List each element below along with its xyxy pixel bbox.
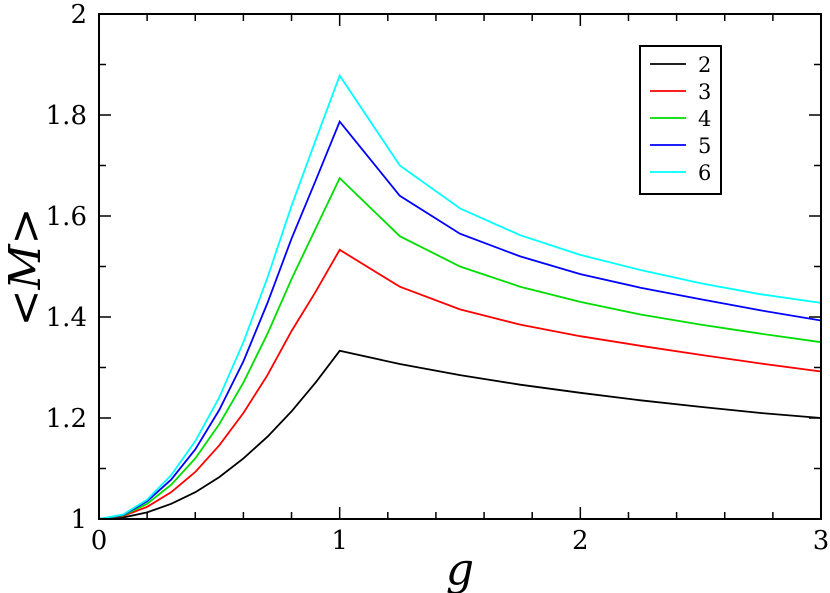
ticks — [98, 13, 822, 520]
x-tick-label: 2 — [572, 526, 589, 556]
y-tick-label: 1.6 — [46, 202, 87, 232]
series-line-3 — [98, 248, 822, 520]
legend-label-4: 4 — [698, 107, 711, 131]
y-tick-label: 2 — [70, 0, 87, 30]
y-tick-label: 1 — [70, 505, 87, 535]
y-tick-label: 1.4 — [46, 303, 87, 333]
series-line-2 — [98, 349, 822, 520]
tick-labels: 0 1 2 311.21.41.61.82 — [46, 0, 830, 556]
legend: 2 3 4 5 6 — [639, 45, 722, 195]
x-tick-label: 3 — [813, 526, 830, 556]
legend-label-3: 3 — [698, 80, 711, 104]
plot-lines — [98, 73, 822, 520]
x-tick-label: 0 — [91, 526, 108, 556]
x-axis-label: g — [446, 544, 474, 593]
legend-label-6: 6 — [698, 161, 711, 185]
x-tick-label: 1 — [331, 526, 348, 556]
y-tick-label: 1.8 — [46, 101, 87, 131]
legend-label-2: 2 — [698, 53, 711, 77]
y-tick-label: 1.2 — [46, 404, 87, 434]
y-axis-label: <M> — [0, 208, 51, 327]
series-line-6 — [98, 73, 822, 520]
legend-label-5: 5 — [698, 134, 711, 158]
series-line-5 — [98, 119, 822, 520]
legend-box — [639, 45, 722, 195]
series-line-4 — [98, 176, 822, 520]
